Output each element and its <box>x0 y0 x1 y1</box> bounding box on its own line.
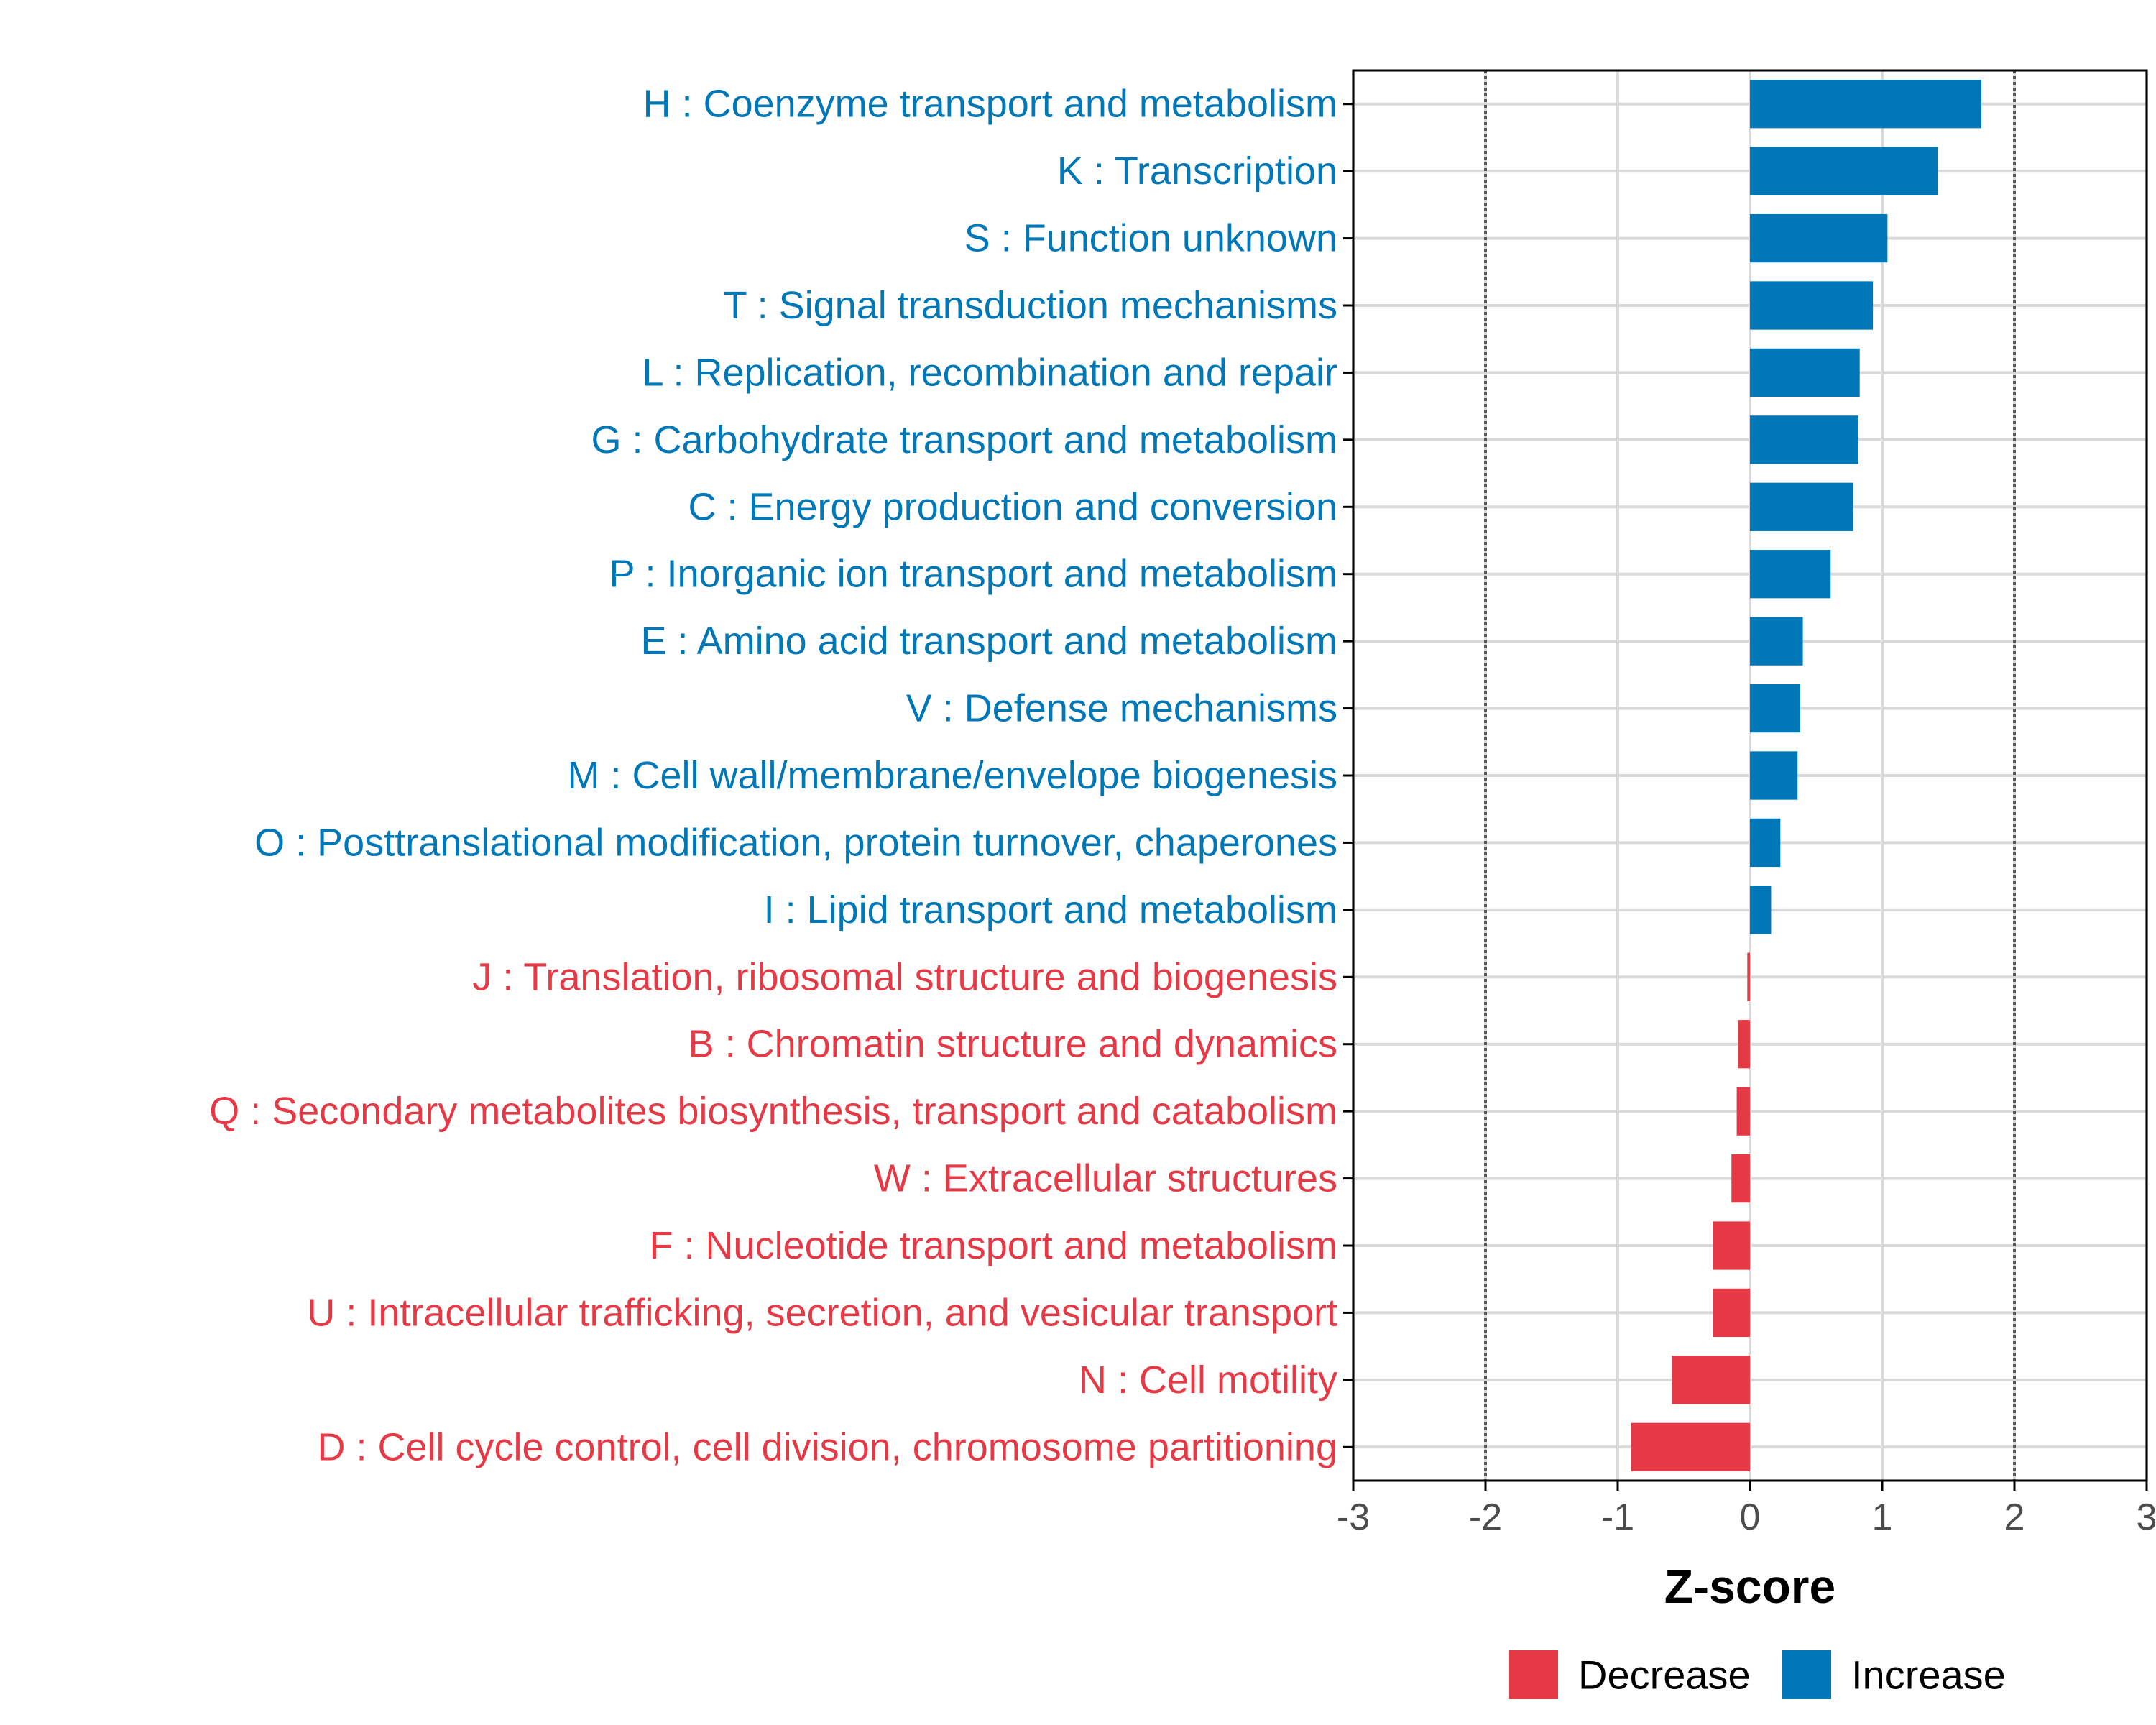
category-label: J : Translation, ribosomal structure and… <box>472 955 1337 998</box>
legend-label: Decrease <box>1578 1652 1751 1698</box>
legend-label: Increase <box>1851 1652 2006 1698</box>
x-tick-label: 1 <box>1872 1496 1893 1538</box>
category-label: W : Extracellular structures <box>874 1157 1337 1200</box>
bar <box>1750 281 1874 330</box>
category-label: F : Nucleotide transport and metabolism <box>650 1224 1337 1267</box>
legend-swatch <box>1782 1650 1831 1699</box>
category-label: M : Cell wall/membrane/envelope biogenes… <box>567 754 1337 797</box>
category-label: C : Energy production and conversion <box>688 485 1337 528</box>
category-label: E : Amino acid transport and metabolism <box>641 620 1337 663</box>
reference-lines <box>1484 70 2016 1481</box>
legend-swatch <box>1509 1650 1558 1699</box>
bar <box>1750 415 1858 464</box>
legend: Decrease Increase <box>1509 1650 2006 1699</box>
bar <box>1750 147 1938 196</box>
bar <box>1747 952 1750 1001</box>
category-label: I : Lipid transport and metabolism <box>764 888 1337 932</box>
category-label: H : Coenzyme transport and metabolism <box>643 83 1337 126</box>
bar <box>1750 818 1781 868</box>
category-label: L : Replication, recombination and repai… <box>642 351 1337 394</box>
x-tick-label: 0 <box>1740 1496 1761 1538</box>
x-axis-title: Z-score <box>1664 1560 1835 1613</box>
category-labels: H : Coenzyme transport and metabolism K :… <box>209 83 1337 1469</box>
bar <box>1750 684 1800 733</box>
x-tick-label: -3 <box>1337 1496 1370 1538</box>
bar <box>1731 1154 1750 1203</box>
category-label: Q : Secondary metabolites biosynthesis, … <box>209 1090 1337 1133</box>
x-tick-label: 2 <box>2004 1496 2025 1538</box>
bar <box>1631 1422 1750 1471</box>
bar <box>1750 886 1772 934</box>
bar <box>1713 1288 1750 1338</box>
bar <box>1750 213 1888 263</box>
category-label: B : Chromatin structure and dynamics <box>688 1023 1337 1066</box>
bar <box>1738 1020 1750 1069</box>
x-tick-label: -1 <box>1601 1496 1634 1538</box>
x-tick-label: 3 <box>2137 1496 2156 1538</box>
bar <box>1672 1356 1750 1404</box>
bar <box>1750 482 1853 531</box>
bar <box>1750 617 1803 666</box>
category-label: P : Inorganic ion transport and metaboli… <box>609 553 1337 596</box>
category-label: N : Cell motility <box>1079 1358 1337 1402</box>
category-label: G : Carbohydrate transport and metabolis… <box>591 418 1338 461</box>
bar <box>1750 751 1798 800</box>
x-tick-label: -2 <box>1469 1496 1502 1538</box>
bar <box>1750 550 1831 599</box>
category-label: U : Intracellular trafficking, secretion… <box>307 1291 1337 1334</box>
category-label: K : Transcription <box>1057 150 1337 193</box>
category-label: D : Cell cycle control, cell division, c… <box>317 1425 1337 1468</box>
category-label: V : Defense mechanisms <box>906 687 1337 730</box>
category-label: T : Signal transduction mechanisms <box>724 284 1337 327</box>
bar <box>1750 80 1981 129</box>
bar <box>1736 1087 1750 1136</box>
bars <box>1631 80 1981 1471</box>
x-axis-ticks: -3 -2 -1 0 1 2 3 <box>1337 1481 2156 1538</box>
bar <box>1750 348 1860 397</box>
category-label: S : Function unknown <box>964 217 1337 260</box>
bar <box>1713 1221 1750 1270</box>
category-label: O : Posttranslational modification, prot… <box>254 821 1337 864</box>
y-axis-ticks <box>1343 103 1353 1448</box>
